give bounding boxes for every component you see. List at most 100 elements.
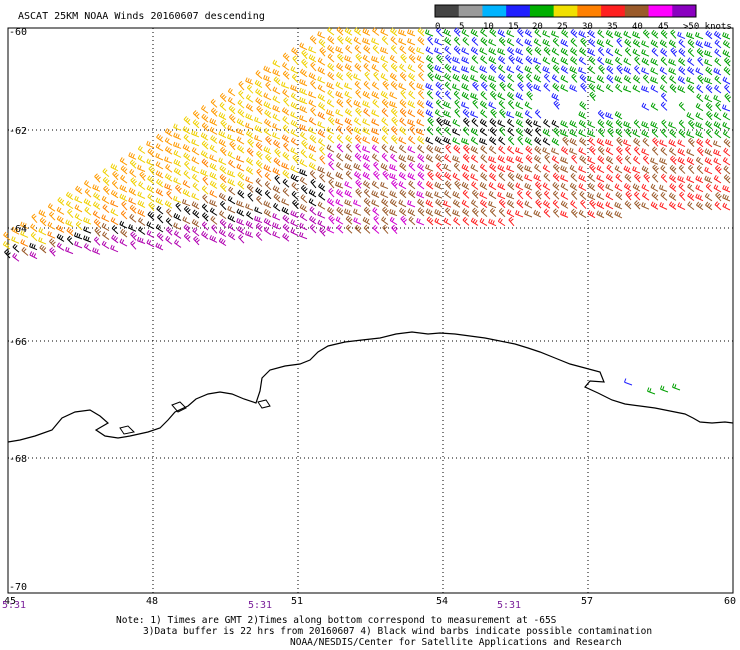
wind-barb xyxy=(462,153,470,163)
wind-barb xyxy=(111,234,119,244)
wind-barb xyxy=(569,164,578,173)
wind-barb xyxy=(597,109,605,120)
wind-barb xyxy=(129,159,137,169)
wind-barb xyxy=(391,224,398,235)
wind-barb xyxy=(407,29,416,37)
wind-barb xyxy=(497,155,506,164)
wind-barb xyxy=(461,137,470,145)
wind-barb xyxy=(489,28,497,38)
wind-barb xyxy=(372,27,380,36)
wind-barb xyxy=(579,191,587,200)
wind-barb xyxy=(452,155,461,163)
wind-barb xyxy=(182,216,191,225)
wind-barb xyxy=(263,74,272,83)
wind-barb xyxy=(155,224,164,233)
lat-label: -64 xyxy=(9,224,27,235)
wind-barb xyxy=(651,47,659,57)
wind-barb xyxy=(389,91,398,100)
lon-label: 45 xyxy=(4,596,16,607)
wind-barb xyxy=(480,172,488,181)
wind-barb xyxy=(218,112,227,121)
wind-barb xyxy=(624,47,632,57)
wind-barb xyxy=(218,130,227,139)
wind-barb xyxy=(183,232,191,243)
wind-barb xyxy=(317,66,326,75)
wind-barb xyxy=(641,183,650,192)
wind-barb xyxy=(65,219,74,228)
wind-barb xyxy=(310,178,317,189)
wind-barb xyxy=(660,48,668,57)
wind-barb xyxy=(722,202,731,211)
legend-label: 5 xyxy=(459,22,464,32)
wind-barb xyxy=(308,117,317,126)
wind-barb xyxy=(164,200,173,209)
wind-barb xyxy=(219,102,227,112)
wind-barb xyxy=(373,161,380,171)
wind-barb xyxy=(183,116,191,126)
wind-barb xyxy=(164,173,173,182)
wind-barb xyxy=(463,144,470,154)
wind-barb xyxy=(355,107,362,117)
wind-barb xyxy=(722,121,731,130)
wind-barb xyxy=(472,81,479,91)
wind-barb xyxy=(265,81,272,92)
wind-barb xyxy=(137,164,146,172)
wind-barb xyxy=(489,163,497,173)
wind-barb xyxy=(416,108,425,118)
wind-barb xyxy=(337,53,344,63)
wind-barb xyxy=(362,100,371,108)
wind-barb xyxy=(344,153,353,162)
legend-label: 35 xyxy=(607,22,618,32)
wind-barb xyxy=(552,37,560,47)
wind-barb xyxy=(344,27,353,36)
wind-barb xyxy=(652,137,659,147)
wind-barb xyxy=(632,166,641,174)
wind-barb xyxy=(309,170,317,180)
wind-barb xyxy=(335,181,344,189)
wind-barb xyxy=(272,230,281,239)
wind-barb xyxy=(660,191,668,201)
wind-barb xyxy=(362,216,371,225)
wind-barb xyxy=(336,134,344,144)
wind-barb xyxy=(103,185,110,195)
wind-barb xyxy=(336,224,344,234)
wind-barb xyxy=(363,224,371,234)
time-label: 5:31 xyxy=(497,600,521,611)
wind-barb xyxy=(507,181,515,191)
wind-barb xyxy=(155,197,164,206)
wind-barb xyxy=(327,35,335,45)
wind-barb xyxy=(597,155,605,165)
wind-barb xyxy=(355,89,362,99)
wind-barb xyxy=(444,172,452,181)
wind-barb xyxy=(571,190,578,200)
wind-barb xyxy=(588,65,596,75)
wind-barb xyxy=(525,46,533,56)
legend-swatch xyxy=(506,5,531,17)
wind-barb xyxy=(571,208,578,218)
wind-barb xyxy=(515,92,524,101)
wind-barb xyxy=(389,54,398,64)
wind-barb xyxy=(704,94,713,103)
wind-barb xyxy=(110,217,119,226)
wind-barb xyxy=(461,65,470,73)
wind-barbs xyxy=(2,26,732,395)
wind-barb xyxy=(714,39,722,49)
wind-barb xyxy=(148,201,155,212)
wind-barb xyxy=(202,176,209,186)
wind-barb xyxy=(552,190,560,200)
wind-barb xyxy=(336,125,344,135)
wind-barb xyxy=(156,232,164,242)
wind-barb xyxy=(398,29,407,37)
wind-barb xyxy=(560,65,569,74)
wind-barb xyxy=(497,92,506,101)
wind-barb xyxy=(355,53,363,63)
wind-barb xyxy=(551,56,560,65)
wind-barb xyxy=(130,231,137,241)
wind-barb xyxy=(399,63,407,73)
wind-barb xyxy=(418,71,425,82)
wind-barb xyxy=(454,180,462,190)
wind-barb xyxy=(526,82,533,92)
wind-barb xyxy=(633,119,641,129)
legend-frame xyxy=(434,4,697,18)
wind-barb xyxy=(560,129,569,137)
